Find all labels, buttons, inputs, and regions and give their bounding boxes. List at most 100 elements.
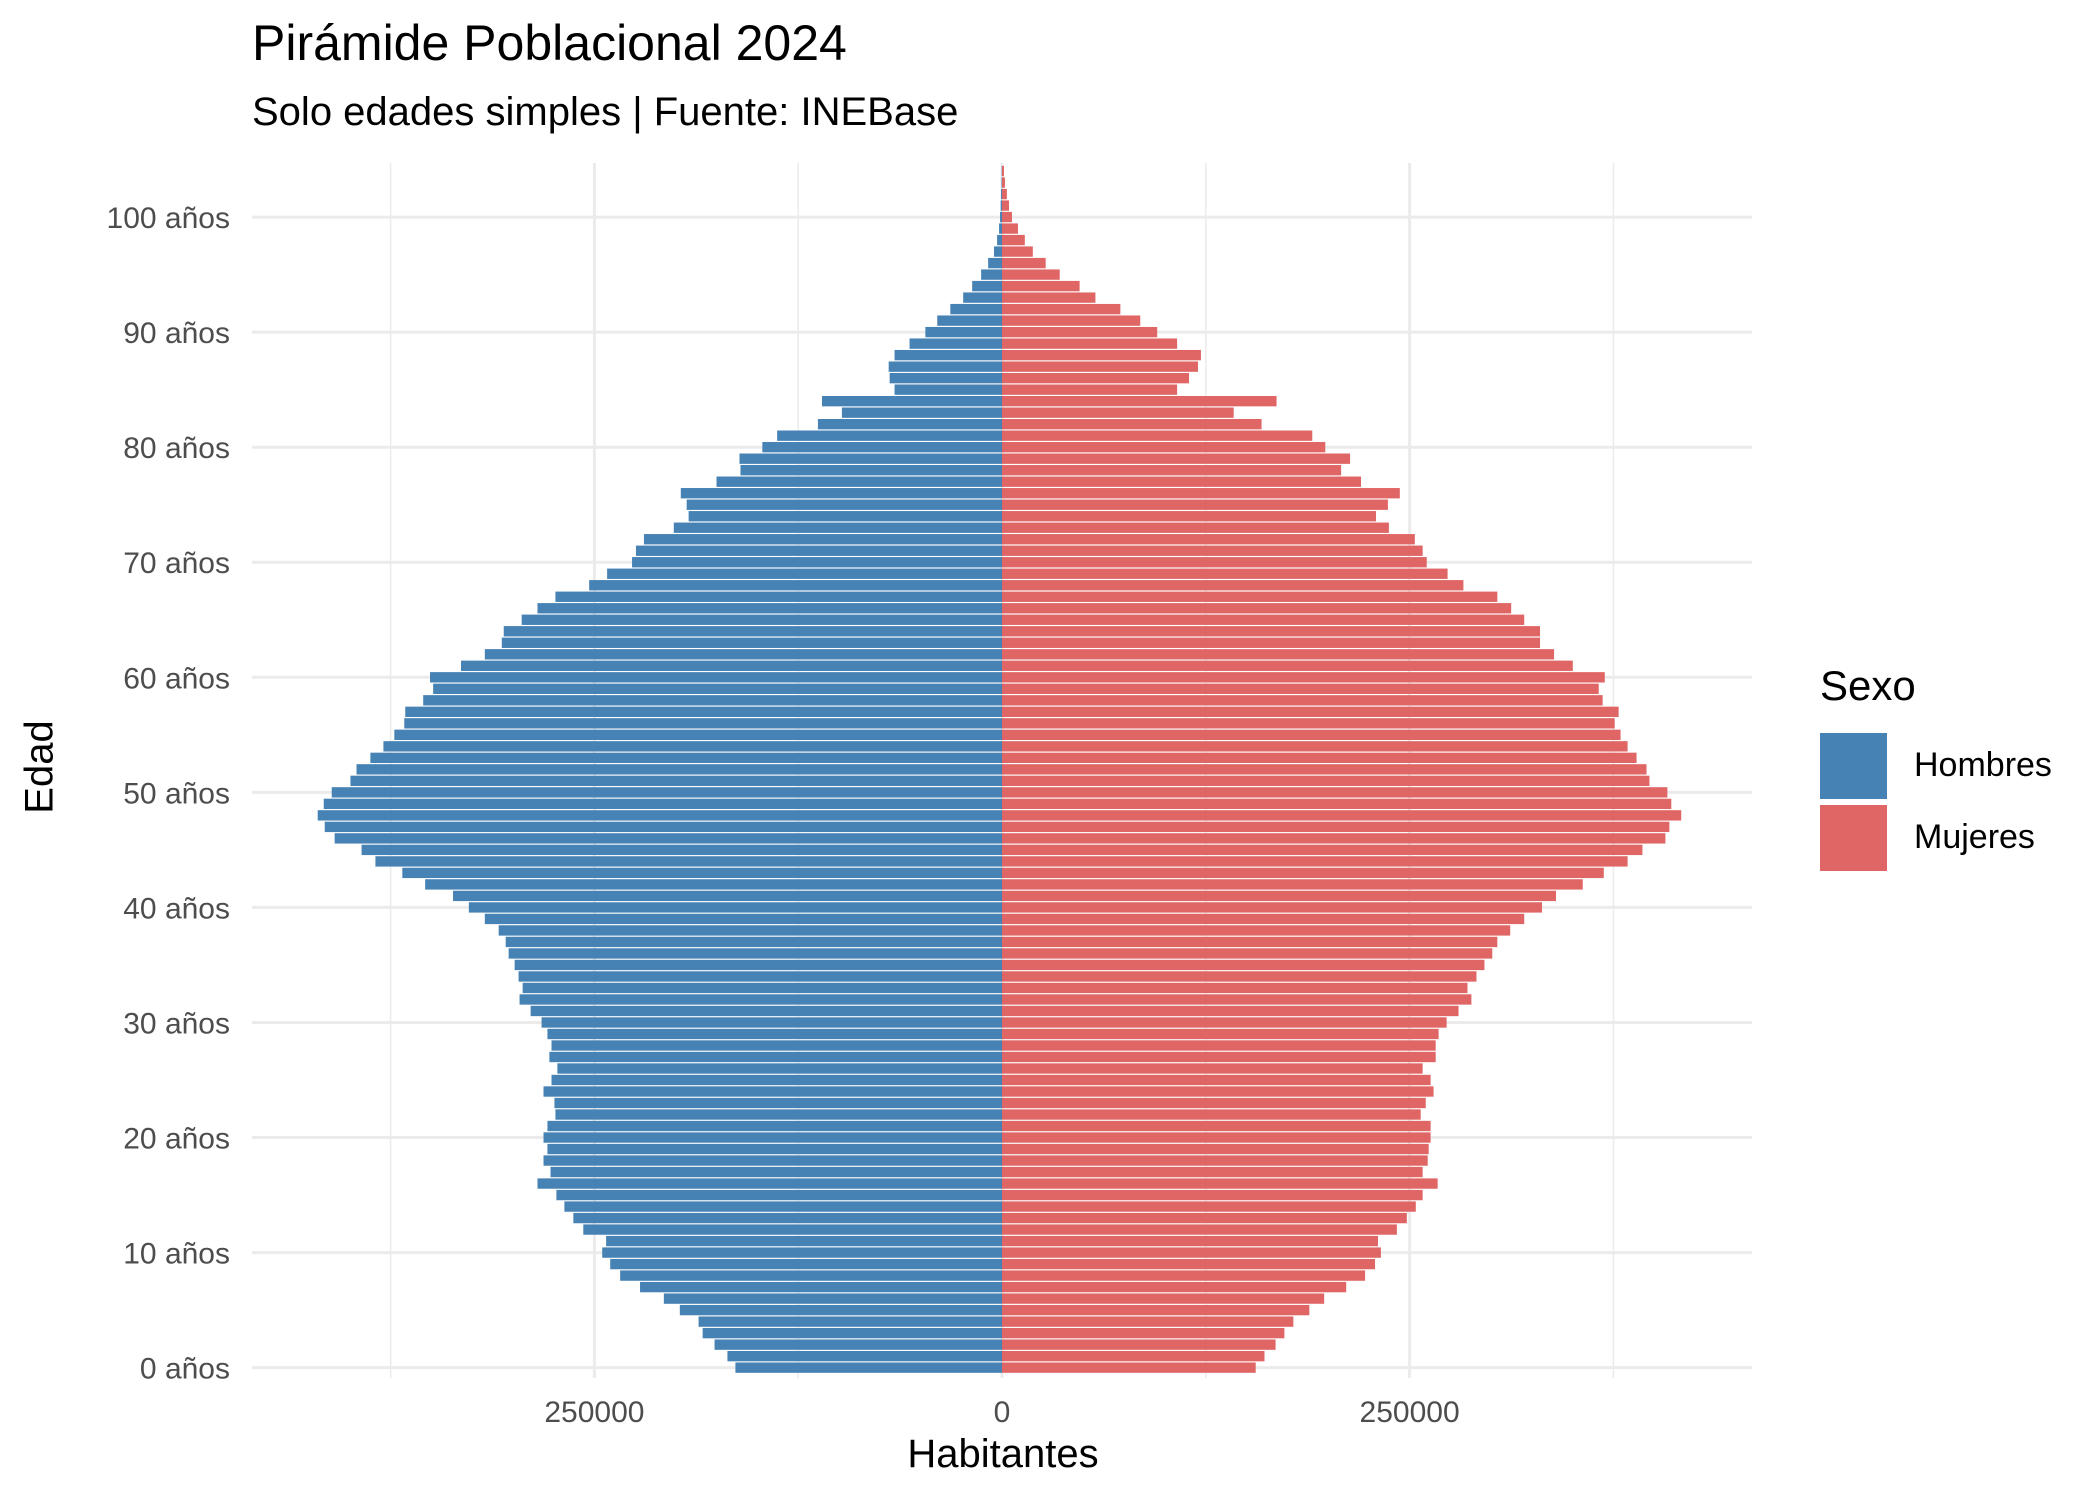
bar-hombres-age-46 [334,833,1002,844]
legend-key-hombres [1820,733,1887,799]
bar-hombres-age-99 [999,223,1002,234]
bar-hombres-age-16 [537,1178,1002,1189]
bar-hombres-age-18 [543,1155,1002,1166]
bar-mujeres-age-85 [1002,384,1178,395]
bar-hombres-age-44 [375,856,1002,867]
bar-mujeres-age-73 [1002,522,1389,533]
bar-hombres-age-88 [894,349,1002,361]
bar-hombres-age-56 [404,718,1003,729]
bar-hombres-age-10 [602,1247,1002,1258]
bar-hombres-age-39 [484,913,1003,925]
bar-hombres-age-43 [402,867,1003,879]
y-tick-label: 60 años [123,662,230,695]
bar-hombres-age-31 [530,1005,1002,1017]
bar-hombres-age-5 [679,1304,1002,1316]
bar-mujeres-age-101 [1002,200,1010,211]
bar-hombres-age-35 [514,959,1002,971]
bar-mujeres-age-26 [1002,1063,1423,1074]
bar-hombres-age-81 [777,430,1002,441]
bar-mujeres-age-9 [1002,1258,1376,1270]
bar-mujeres-age-38 [1002,925,1511,936]
bar-hombres-age-61 [461,660,1002,671]
bar-mujeres-age-52 [1002,764,1647,775]
bar-mujeres-age-61 [1002,660,1573,671]
bar-mujeres-age-44 [1002,856,1628,867]
bar-hombres-age-76 [680,488,1002,499]
bar-hombres-age-12 [583,1224,1002,1235]
bar-mujeres-age-84 [1002,395,1277,407]
bar-hombres-age-62 [484,649,1003,660]
bar-mujeres-age-45 [1002,844,1643,856]
bar-hombres-age-1 [727,1350,1002,1362]
bar-hombres-age-17 [550,1166,1002,1178]
bar-hombres-age-67 [555,591,1002,602]
bar-hombres-age-3 [702,1327,1002,1339]
bar-hombres-age-48 [317,810,1002,821]
bar-mujeres-age-56 [1002,718,1615,729]
bar-mujeres-age-8 [1002,1270,1366,1281]
bar-hombres-age-55 [394,729,1003,741]
bar-hombres-age-51 [350,775,1002,787]
x-tick-label: 0 [994,1396,1011,1429]
bar-mujeres-age-1 [1002,1350,1265,1362]
bar-mujeres-age-92 [1002,303,1121,315]
bar-mujeres-age-86 [1002,372,1190,384]
bar-hombres-age-77 [716,476,1002,487]
bar-hombres-age-11 [606,1235,1002,1247]
bar-hombres-age-57 [405,706,1002,717]
bar-hombres-age-66 [537,603,1002,614]
bar-hombres-age-90 [925,326,1002,338]
bar-mujeres-age-13 [1002,1212,1407,1224]
bar-hombres-age-50 [331,787,1002,798]
bar-hombres-age-0 [735,1362,1002,1373]
bar-hombres-age-45 [361,844,1003,856]
bar-hombres-age-83 [841,407,1002,418]
bar-mujeres-age-48 [1002,810,1682,821]
bar-hombres-age-95 [981,269,1002,280]
bar-hombres-age-32 [519,994,1002,1005]
bar-mujeres-age-6 [1002,1293,1325,1304]
y-tick-label: 80 años [123,432,230,465]
bar-mujeres-age-35 [1002,959,1485,971]
bar-hombres-age-52 [356,764,1002,775]
bar-hombres-age-21 [547,1120,1002,1132]
legend-key-mujeres [1820,805,1887,871]
y-tick-label: 30 años [123,1007,230,1040]
x-tick-label: 250000 [544,1396,644,1429]
bar-mujeres-age-94 [1002,280,1080,292]
legend-label-mujeres: Mujeres [1914,818,2035,856]
bar-mujeres-age-87 [1002,361,1198,372]
bar-mujeres-age-39 [1002,913,1525,925]
bar-hombres-age-74 [688,511,1002,522]
bar-mujeres-age-96 [1002,257,1046,269]
y-tick-label: 10 años [123,1238,230,1271]
bar-mujeres-age-88 [1002,349,1201,361]
bar-mujeres-age-41 [1002,890,1557,902]
bar-hombres-age-96 [988,257,1002,269]
y-tick-label: 100 años [107,202,230,235]
bar-mujeres-age-99 [1002,223,1018,234]
legend-label-hombres: Hombres [1914,746,2052,784]
bar-hombres-age-34 [518,971,1002,982]
bar-mujeres-age-49 [1002,798,1672,810]
bar-hombres-age-9 [610,1258,1002,1270]
bar-mujeres-age-4 [1002,1316,1294,1327]
bar-hombres-age-72 [643,534,1002,545]
bar-hombres-age-2 [714,1339,1002,1350]
bar-hombres-age-84 [822,395,1002,407]
bar-hombres-age-37 [505,936,1002,948]
bar-hombres-age-78 [740,465,1002,476]
bar-mujeres-age-63 [1002,637,1541,648]
bar-hombres-age-93 [963,292,1002,303]
bar-mujeres-age-0 [1002,1362,1256,1373]
bar-mujeres-age-59 [1002,683,1599,694]
bar-hombres-age-70 [632,557,1002,568]
bar-mujeres-age-103 [1002,177,1005,188]
bar-mujeres-age-95 [1002,269,1060,280]
bar-mujeres-age-31 [1002,1005,1459,1017]
bar-mujeres-age-11 [1002,1235,1378,1247]
bar-mujeres-age-28 [1002,1040,1436,1051]
bar-hombres-age-82 [817,419,1002,430]
bar-mujeres-age-100 [1002,211,1012,223]
